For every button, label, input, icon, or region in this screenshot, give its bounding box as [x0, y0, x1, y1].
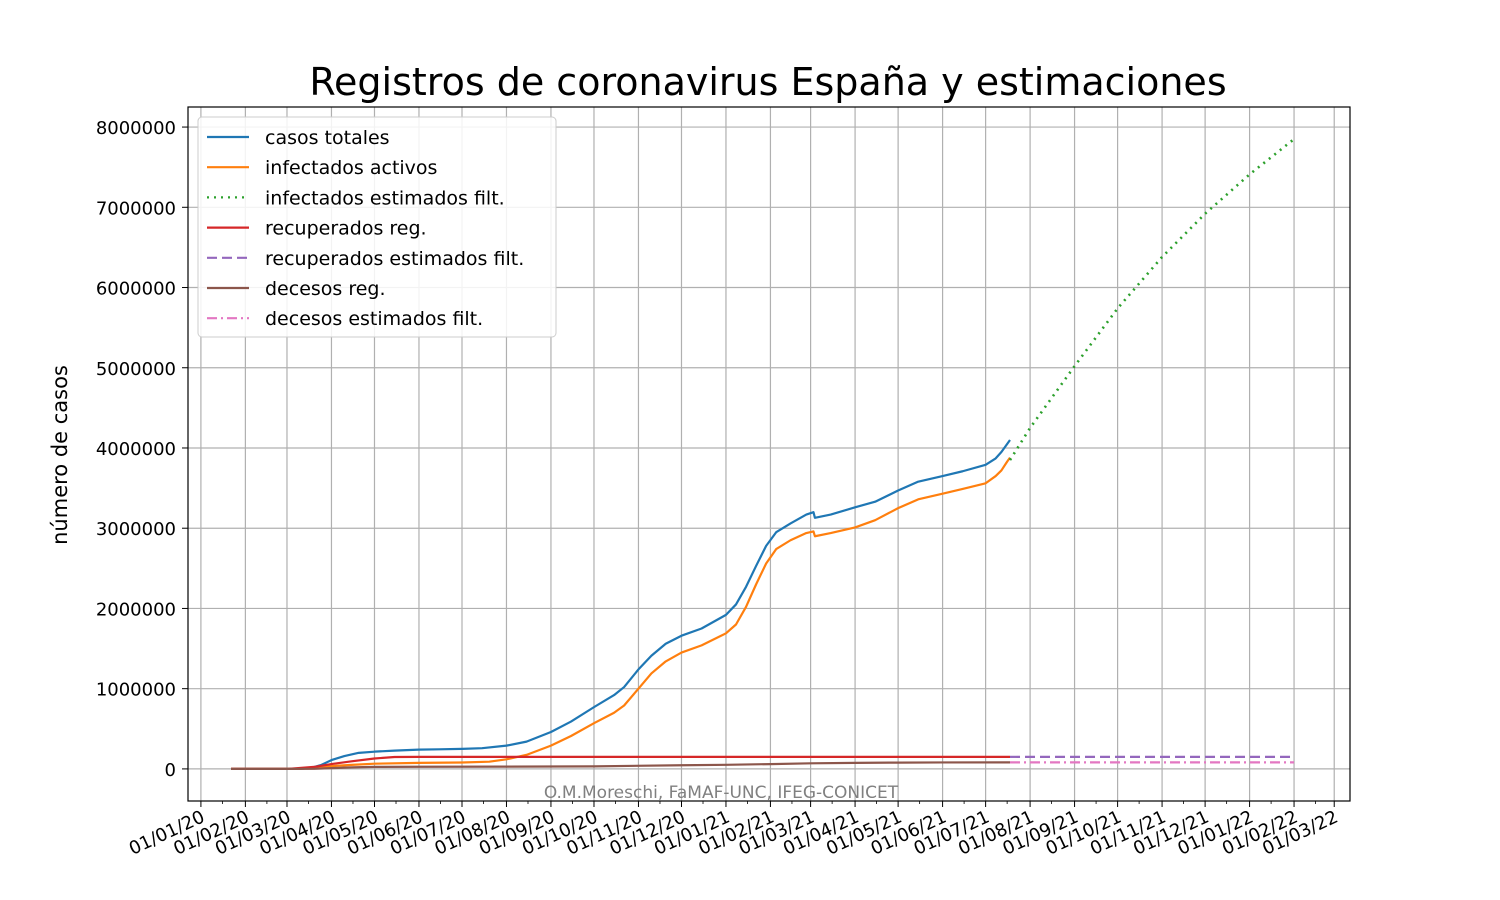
legend-items: casos totales infectados activos infectado…: [207, 127, 524, 330]
y-tick-label: 0: [165, 760, 176, 781]
legend-label-1: infectados activos: [265, 157, 437, 179]
series-line-1: [231, 456, 1011, 771]
series-line-2: [1008, 138, 1295, 461]
legend: casos totales infectados activos infectado…: [197, 116, 557, 338]
series-line-0: [231, 439, 1011, 771]
legend-label-5: decesos reg.: [265, 278, 386, 300]
plot-frame: [187, 106, 1351, 802]
watermark-text: O.M.Moreschi, FaMAF-UNC, IFEG-CONICET: [544, 783, 899, 803]
y-tick-label: 8000000: [96, 118, 176, 139]
y-tick-label: 6000000: [96, 279, 176, 300]
legend-label-3: recuperados reg.: [265, 218, 427, 240]
y-tick-label: 1000000: [96, 680, 176, 701]
y-tick-label: 7000000: [96, 198, 176, 219]
legend-label-4: recuperados estimados filt.: [265, 248, 524, 270]
legend-label-0: casos totales: [265, 127, 390, 149]
series-line-5: [231, 761, 1011, 771]
y-tick-label: 4000000: [96, 439, 176, 460]
legend-box: [197, 116, 557, 338]
series-layer: [231, 138, 1295, 771]
y-axis-label: número de casos: [48, 365, 72, 545]
legend-label-6: decesos estimados filt.: [265, 308, 483, 330]
y-tick-label: 2000000: [96, 599, 176, 620]
legend-label-2: infectados estimados filt.: [265, 187, 505, 209]
y-tick-label: 5000000: [96, 359, 176, 380]
y-tick-label: 3000000: [96, 519, 176, 540]
chart-title: Registros de coronavirus España y estima…: [309, 60, 1226, 104]
